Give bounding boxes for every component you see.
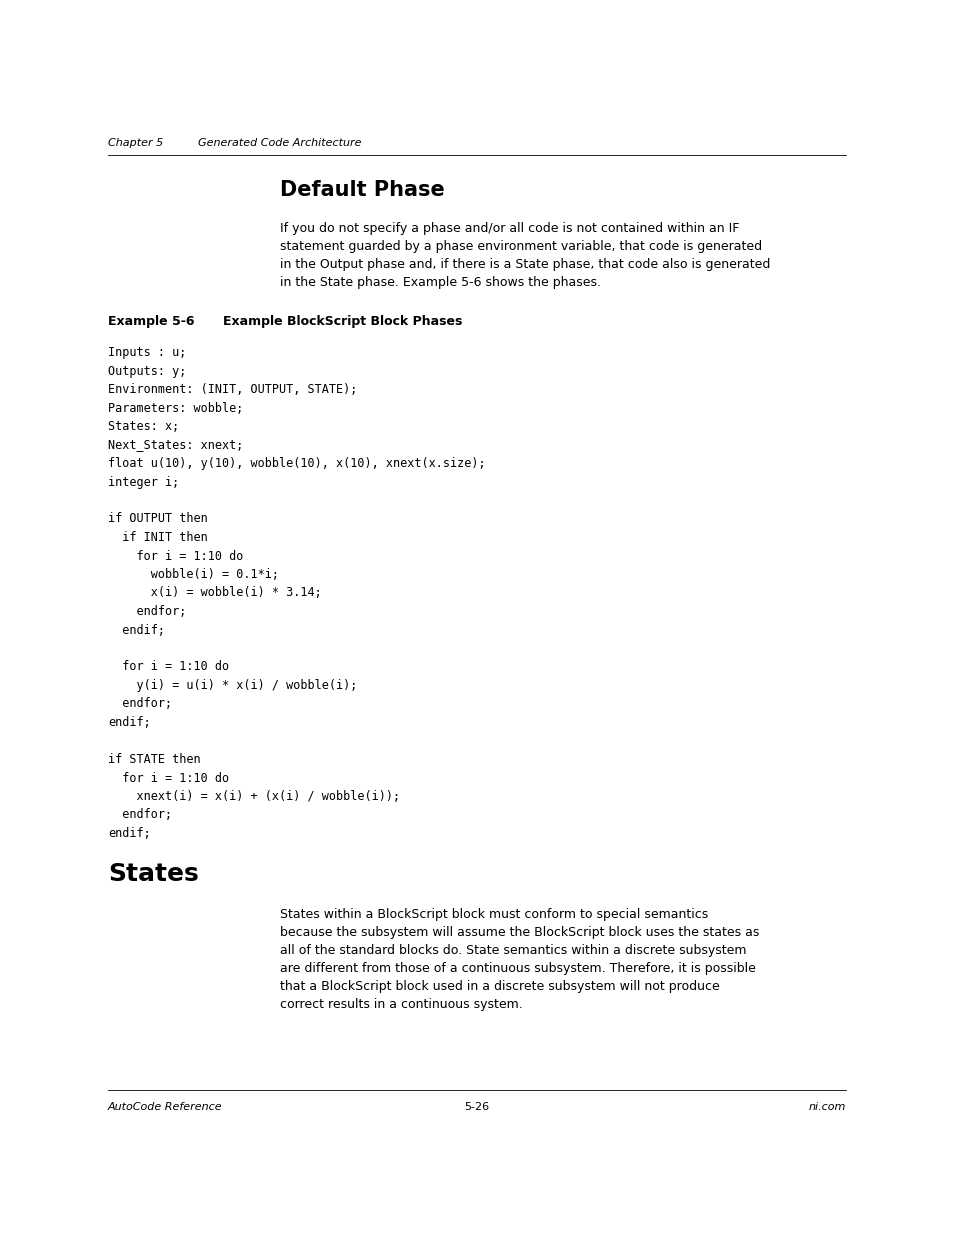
Text: because the subsystem will assume the BlockScript block uses the states as: because the subsystem will assume the Bl…	[280, 926, 759, 939]
Text: Generated Code Architecture: Generated Code Architecture	[198, 138, 361, 148]
Text: if INIT then: if INIT then	[108, 531, 208, 543]
Text: in the State phase. Example 5-6 shows the phases.: in the State phase. Example 5-6 shows th…	[280, 275, 600, 289]
Text: endfor;: endfor;	[108, 698, 172, 710]
Text: Example 5-6: Example 5-6	[108, 315, 194, 329]
Text: Environment: (INIT, OUTPUT, STATE);: Environment: (INIT, OUTPUT, STATE);	[108, 383, 357, 396]
Text: integer i;: integer i;	[108, 475, 179, 489]
Text: for i = 1:10 do: for i = 1:10 do	[108, 772, 229, 784]
Text: for i = 1:10 do: for i = 1:10 do	[108, 661, 229, 673]
Text: endfor;: endfor;	[108, 809, 172, 821]
Text: correct results in a continuous system.: correct results in a continuous system.	[280, 998, 522, 1011]
Text: for i = 1:10 do: for i = 1:10 do	[108, 550, 243, 562]
Text: States: x;: States: x;	[108, 420, 179, 433]
Text: AutoCode Reference: AutoCode Reference	[108, 1102, 222, 1112]
Text: Outputs: y;: Outputs: y;	[108, 364, 186, 378]
Text: States: States	[108, 862, 198, 885]
Text: If you do not specify a phase and/or all code is not contained within an IF: If you do not specify a phase and/or all…	[280, 222, 739, 235]
Text: States within a BlockScript block must conform to special semantics: States within a BlockScript block must c…	[280, 908, 707, 921]
Text: Parameters: wobble;: Parameters: wobble;	[108, 401, 243, 415]
Text: are different from those of a continuous subsystem. Therefore, it is possible: are different from those of a continuous…	[280, 962, 755, 974]
Text: Chapter 5: Chapter 5	[108, 138, 163, 148]
Text: if OUTPUT then: if OUTPUT then	[108, 513, 208, 526]
Text: Next_States: xnext;: Next_States: xnext;	[108, 438, 243, 452]
Text: xnext(i) = x(i) + (x(i) / wobble(i));: xnext(i) = x(i) + (x(i) / wobble(i));	[108, 790, 399, 803]
Text: Default Phase: Default Phase	[280, 180, 444, 200]
Text: endfor;: endfor;	[108, 605, 186, 618]
Text: if STATE then: if STATE then	[108, 753, 200, 766]
Text: ni.com: ni.com	[808, 1102, 845, 1112]
Text: endif;: endif;	[108, 624, 165, 636]
Text: wobble(i) = 0.1*i;: wobble(i) = 0.1*i;	[108, 568, 278, 580]
Text: that a BlockScript block used in a discrete subsystem will not produce: that a BlockScript block used in a discr…	[280, 981, 719, 993]
Text: statement guarded by a phase environment variable, that code is generated: statement guarded by a phase environment…	[280, 240, 761, 253]
Text: x(i) = wobble(i) * 3.14;: x(i) = wobble(i) * 3.14;	[108, 587, 321, 599]
Text: y(i) = u(i) * x(i) / wobble(i);: y(i) = u(i) * x(i) / wobble(i);	[108, 679, 357, 692]
Text: 5-26: 5-26	[464, 1102, 489, 1112]
Text: in the Output phase and, if there is a State phase, that code also is generated: in the Output phase and, if there is a S…	[280, 258, 770, 270]
Text: float u(10), y(10), wobble(10), x(10), xnext(x.size);: float u(10), y(10), wobble(10), x(10), x…	[108, 457, 485, 471]
Text: Example BlockScript Block Phases: Example BlockScript Block Phases	[223, 315, 462, 329]
Text: Inputs : u;: Inputs : u;	[108, 346, 186, 359]
Text: endif;: endif;	[108, 827, 151, 840]
Text: all of the standard blocks do. State semantics within a discrete subsystem: all of the standard blocks do. State sem…	[280, 944, 745, 957]
Text: endif;: endif;	[108, 716, 151, 729]
